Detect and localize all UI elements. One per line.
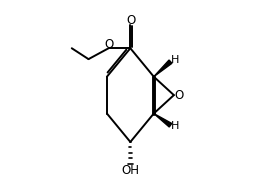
- Polygon shape: [154, 114, 172, 127]
- Polygon shape: [154, 60, 172, 77]
- Text: O: O: [126, 14, 136, 27]
- Text: O: O: [104, 38, 113, 51]
- Text: OH: OH: [121, 164, 139, 177]
- Text: O: O: [174, 89, 183, 102]
- Text: H: H: [170, 55, 179, 65]
- Text: H: H: [170, 121, 179, 131]
